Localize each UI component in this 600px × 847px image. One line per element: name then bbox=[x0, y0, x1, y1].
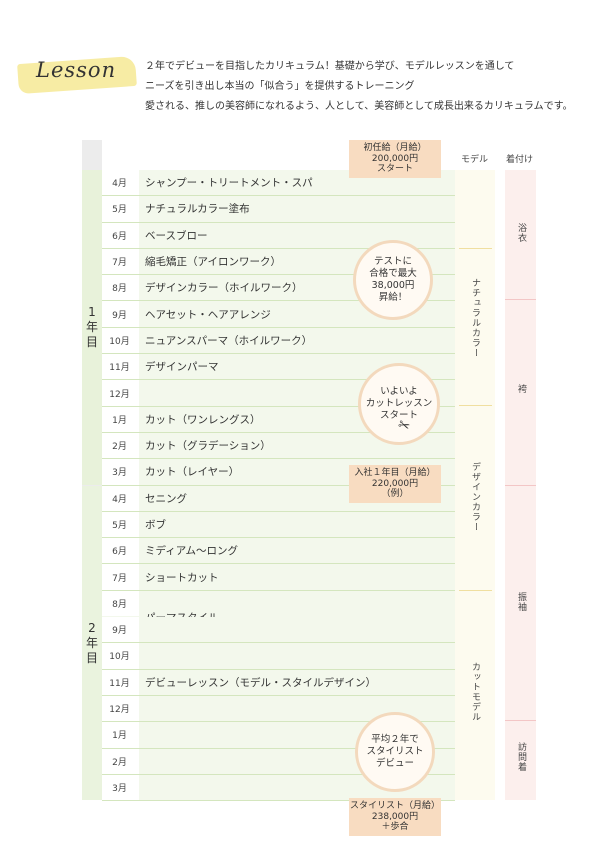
year1-salary-box: 入社１年目（月給） 220,000円 （例） bbox=[349, 465, 441, 503]
page-title: Lesson bbox=[36, 58, 117, 82]
kimono-divider bbox=[505, 720, 536, 721]
model-divider bbox=[459, 590, 492, 591]
kimono-label-yukata: 浴衣 bbox=[516, 223, 526, 243]
lesson-cell: パーマスタイル bbox=[139, 590, 455, 624]
cut-lesson-bubble: いよいよ カットレッスン スタート bbox=[358, 363, 440, 445]
intro-text: ２年でデビューを目指したカリキュラム！基礎から学び、モデルレッスンを通して ニー… bbox=[145, 57, 595, 117]
lesson-cell: ショートカット bbox=[139, 564, 455, 590]
kimono-divider bbox=[505, 299, 536, 300]
lesson-cell: ニュアンスパーマ（ホイルワーク） bbox=[139, 327, 455, 354]
table-row: 5月 ボブ bbox=[102, 511, 455, 539]
kimono-label-hakama: 袴 bbox=[516, 384, 526, 394]
test-raise-bubble: テストに 合格で最大 38,000円 昇給！ bbox=[353, 240, 433, 320]
model-column-header: モデル bbox=[461, 155, 489, 165]
table-row: 6月 ミディアム〜ロング bbox=[102, 538, 455, 565]
table-row: 10月 ニュアンスパーマ（ホイルワーク） bbox=[102, 327, 455, 355]
debut-bubble: 平均２年で スタイリスト デビュー bbox=[355, 712, 435, 792]
starting-salary-box: 初任給（月給） 200,000円 スタート bbox=[349, 140, 441, 178]
model-label-design-color: デザインカラー bbox=[470, 462, 480, 532]
kimono-column-header: 着付け bbox=[506, 155, 534, 165]
kimono-label-furisode: 振袖 bbox=[516, 592, 526, 612]
kimono-divider bbox=[505, 485, 536, 486]
table-row: 5月 ナチュラルカラー塗布 bbox=[102, 196, 455, 223]
kimono-label-houmongi: 訪問着 bbox=[516, 742, 526, 772]
lesson-cell: ミディアム〜ロング bbox=[139, 538, 455, 564]
table-row: 12月 bbox=[102, 695, 455, 723]
intro-line: ２年でデビューを目指したカリキュラム！基礎から学び、モデルレッスンを通して bbox=[145, 61, 515, 72]
table-row: 9月 bbox=[102, 617, 455, 644]
model-divider bbox=[459, 248, 492, 249]
model-column bbox=[455, 170, 495, 800]
table-row: 11月 デビューレッスン（モデル・スタイルデザイン） bbox=[102, 669, 455, 696]
table-row: 10月 bbox=[102, 643, 455, 670]
lesson-cell bbox=[139, 643, 455, 669]
model-label-cut-model: カットモデル bbox=[470, 662, 480, 722]
lesson-cell: デビューレッスン（モデル・スタイルデザイン） bbox=[139, 669, 455, 695]
lesson-cell: ボブ bbox=[139, 511, 455, 538]
intro-line: ニーズを引き出し本当の「似合う」を提供するトレーニング bbox=[145, 81, 415, 92]
table-row: 8月パーマスタイル bbox=[102, 590, 455, 624]
model-label-natural-color: ナチュラルカラー bbox=[470, 278, 480, 358]
stylist-salary-box: スタイリスト（月給） 238,000円 ＋歩合 bbox=[349, 798, 441, 836]
lesson-cell bbox=[139, 617, 455, 643]
lesson-cell: ナチュラルカラー塗布 bbox=[139, 196, 455, 222]
model-divider bbox=[459, 405, 492, 406]
intro-line: 愛される、推しの美容師になれるよう、人として、美容師として成長出来るカリキュラム… bbox=[145, 101, 573, 112]
table-row: 7月 ショートカット bbox=[102, 564, 455, 591]
